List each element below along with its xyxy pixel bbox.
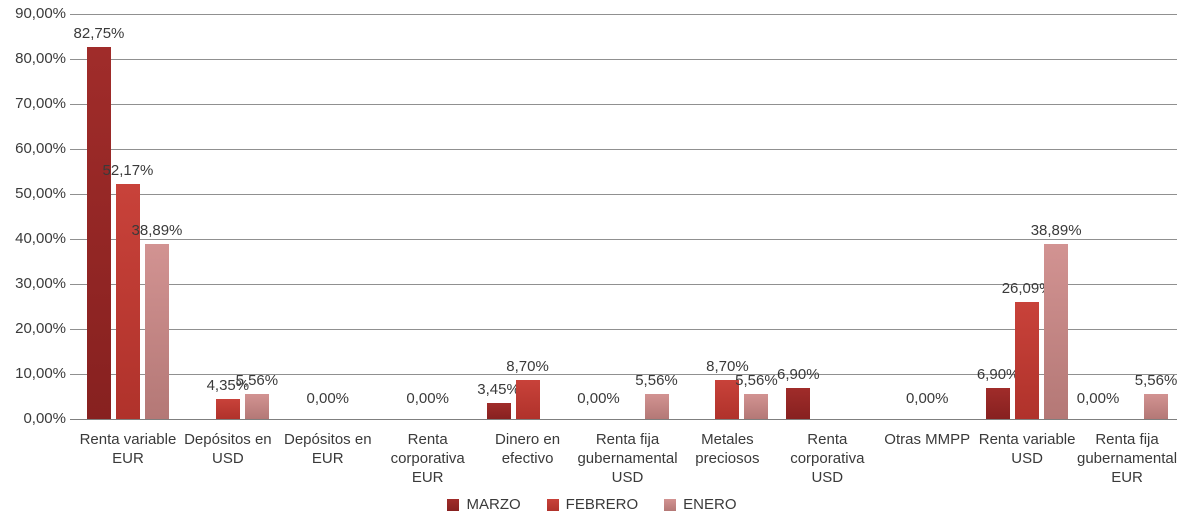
gridline xyxy=(78,374,1177,375)
bar-enero xyxy=(1144,393,1169,419)
gridline xyxy=(78,284,1177,285)
bar-enero xyxy=(244,393,269,419)
legend-item-enero: ENERO xyxy=(664,496,737,513)
category-label: Depósitos en EUR xyxy=(283,431,372,467)
category-label: Renta fija gubernamental EUR xyxy=(1076,431,1178,486)
axis-tick xyxy=(70,284,78,285)
y-axis-tick-label: 0,00% xyxy=(23,410,66,427)
bar-febrero xyxy=(715,379,740,419)
bar-marzo xyxy=(986,387,1011,419)
y-axis-tick-label: 40,00% xyxy=(15,230,66,247)
y-axis-tick-label: 60,00% xyxy=(15,140,66,157)
zero-value-label: 0,00% xyxy=(1076,390,1120,407)
legend-swatch xyxy=(664,498,677,511)
bar-enero xyxy=(644,393,669,419)
legend-label: FEBRERO xyxy=(565,496,639,513)
bar-enero xyxy=(744,393,769,419)
legend-label: ENERO xyxy=(683,496,737,513)
bar-value-label: 4,35% xyxy=(206,377,250,395)
axis-tick xyxy=(70,14,78,15)
bar-value-label: 5,56% xyxy=(735,371,778,389)
gridline xyxy=(78,194,1177,195)
bar-value-label: 26,09% xyxy=(1001,279,1053,297)
bar-value-label: 38,89% xyxy=(1030,221,1082,239)
legend-item-marzo: MARZO xyxy=(447,496,521,513)
bar-value-label: 82,75% xyxy=(73,24,125,42)
x-axis-baseline xyxy=(78,419,1177,420)
bar-value-label: 3,45% xyxy=(477,381,520,399)
gridline xyxy=(78,59,1177,60)
bar-marzo xyxy=(486,403,511,419)
legend-label: MARZO xyxy=(466,496,521,513)
y-axis-tick-label: 80,00% xyxy=(15,50,66,67)
y-axis-tick-label: 70,00% xyxy=(15,95,66,112)
axis-tick xyxy=(70,104,78,105)
category-label: Metales preciosos xyxy=(695,431,760,467)
bar-value-label: 8,70% xyxy=(706,357,749,375)
category-label: Renta corporativa EUR xyxy=(390,431,465,486)
bar-febrero xyxy=(215,399,240,419)
category-label: Depósitos en USD xyxy=(184,431,272,467)
gridline xyxy=(78,104,1177,105)
gridline xyxy=(78,329,1177,330)
axis-tick xyxy=(70,59,78,60)
bar-enero xyxy=(144,243,169,419)
bar-febrero xyxy=(115,184,140,419)
bar-enero xyxy=(1044,243,1069,419)
y-axis-tick-label: 30,00% xyxy=(15,275,66,292)
zero-value-label: 0,00% xyxy=(577,390,620,407)
legend-item-febrero: FEBRERO xyxy=(546,496,639,513)
axis-tick xyxy=(70,194,78,195)
bar-value-label: 5,56% xyxy=(235,371,279,389)
bar-value-label: 5,56% xyxy=(635,371,678,389)
category-label: Renta variable USD xyxy=(978,431,1076,467)
gridline xyxy=(78,14,1177,15)
bar-value-label: 38,89% xyxy=(131,221,183,239)
y-axis-tick-label: 90,00% xyxy=(15,5,66,22)
category-label: Renta fija gubernamental USD xyxy=(577,431,678,486)
bar-value-label: 8,70% xyxy=(506,357,549,375)
axis-tick xyxy=(70,419,78,420)
category-label: Dinero en efectivo xyxy=(495,431,561,467)
axis-tick xyxy=(70,239,78,240)
zero-value-label: 0,00% xyxy=(406,390,449,407)
axis-tick xyxy=(70,374,78,375)
category-label: Renta corporativa USD xyxy=(790,431,865,486)
legend: MARZO FEBRERO ENERO xyxy=(0,496,1184,513)
category-label: Renta variable EUR xyxy=(79,431,177,467)
gridline xyxy=(78,149,1177,150)
zero-value-label: 0,00% xyxy=(905,390,949,407)
bar-febrero xyxy=(515,379,540,419)
zero-value-label: 0,00% xyxy=(306,390,350,407)
axis-tick xyxy=(70,329,78,330)
gridline xyxy=(78,239,1177,240)
y-axis-tick-label: 50,00% xyxy=(15,185,66,202)
y-axis-tick-label: 10,00% xyxy=(15,365,66,382)
legend-swatch xyxy=(447,498,460,511)
bar-value-label: 5,56% xyxy=(1134,371,1178,389)
category-label: Otras MMPP xyxy=(884,431,971,448)
bar-value-label: 6,90% xyxy=(976,365,1020,383)
y-axis-tick-label: 20,00% xyxy=(15,320,66,337)
axis-tick xyxy=(70,149,78,150)
bar-febrero xyxy=(1015,301,1040,419)
legend-swatch xyxy=(546,498,559,511)
bar-marzo xyxy=(786,387,811,419)
bar-value-label: 6,90% xyxy=(777,365,820,383)
bar-marzo xyxy=(86,46,111,419)
bar-value-label: 52,17% xyxy=(102,162,154,180)
